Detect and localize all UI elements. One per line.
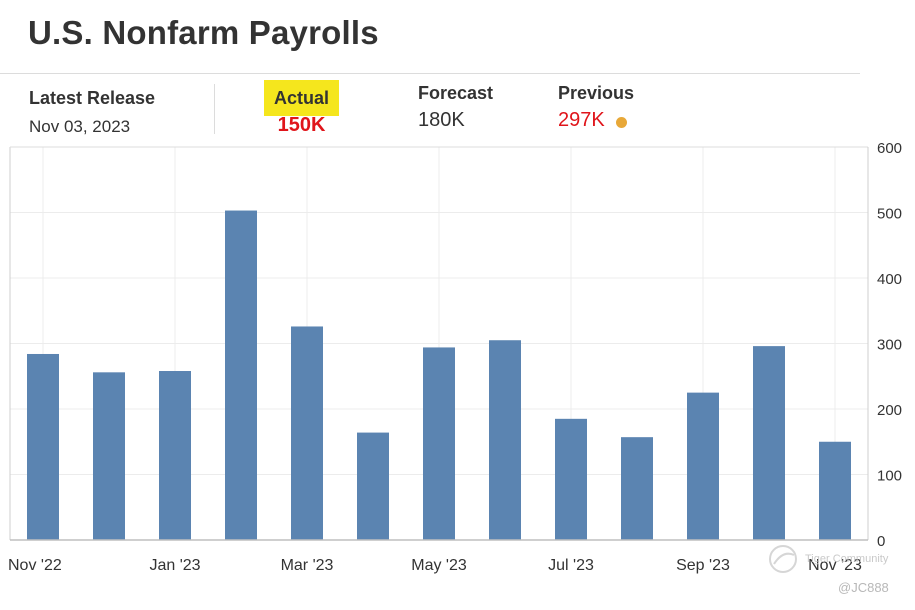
actual-value: 150K (277, 114, 326, 136)
bar-nov-22: Nov '22: 284K (27, 353, 59, 540)
x-tick-label: Nov '22 (8, 557, 62, 574)
bar-mar-23: Mar '23: 326K (291, 326, 323, 540)
y-tick-label: 300 (877, 337, 902, 354)
bar-jan-23: Jan '23: 258K (159, 371, 191, 540)
bar-aug-23: Aug '23: 157K (621, 437, 653, 540)
y-tick-label: 100 (877, 468, 902, 485)
x-tick-label: Mar '23 (281, 557, 334, 574)
watermark-handle: @JC888 (838, 580, 889, 595)
watermark-text: Tiger Community (805, 553, 889, 565)
latest-release-date: Nov 03, 2023 (29, 117, 131, 136)
payrolls-chart: Nov '22: 284K Dec '22: 256K Jan '23: 258K F… (8, 140, 902, 574)
tiger-logo-icon (769, 545, 797, 573)
bar-sep-23: Sep '23: 225K (687, 392, 719, 540)
x-tick-label: Jan '23 (149, 557, 200, 574)
x-tick-label: May '23 (411, 557, 467, 574)
previous-value: 297K (558, 109, 605, 131)
header-divider (0, 73, 860, 74)
x-tick-label: Jul '23 (548, 557, 594, 574)
bar-may-23: May '23: 294K (423, 347, 455, 540)
stats-divider (214, 84, 215, 134)
forecast-label: Forecast (418, 83, 494, 103)
actual-label: Actual (264, 80, 339, 116)
y-tick-label: 600 (877, 140, 902, 157)
page-title: U.S. Nonfarm Payrolls (28, 14, 379, 51)
bar-dec-22: Dec '22: 256K (93, 372, 125, 540)
bar-apr-23: Apr '23: 164K (357, 432, 389, 540)
revision-dot-icon[interactable] (616, 117, 627, 128)
x-tick-label: Nov '23 (808, 557, 862, 574)
bar-oct-23: Oct '23: 296K (753, 346, 785, 540)
bar-jul-23: Jul '23: 185K (555, 418, 587, 540)
forecast-value: 180K (418, 109, 465, 131)
bar-nov-23: Nov '23: 150K (819, 441, 851, 540)
latest-release-label: Latest Release (29, 88, 156, 108)
bar-jun-23: Jun '23: 305K (489, 340, 521, 540)
x-tick-label: Sep '23 (676, 557, 730, 574)
y-tick-label: 200 (877, 402, 902, 419)
y-tick-label: 400 (877, 271, 902, 288)
y-tick-label: 500 (877, 206, 902, 223)
bar-feb-23: Feb '23: 503K (225, 210, 257, 540)
y-tick-label: 0 (877, 533, 885, 550)
previous-label: Previous (558, 83, 635, 103)
